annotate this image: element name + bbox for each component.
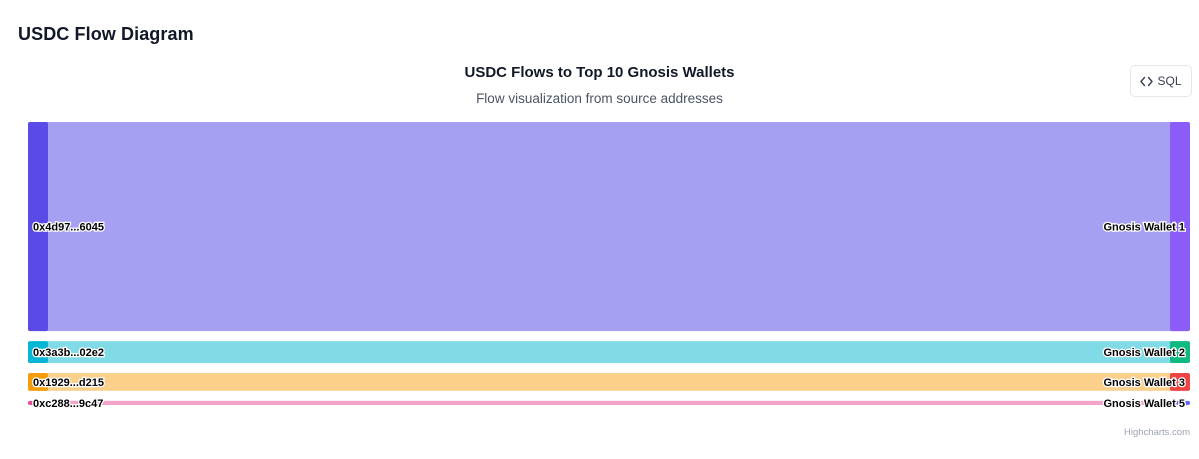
source-node[interactable]: [28, 122, 48, 332]
chart-title: USDC Flows to Top 10 Gnosis Wallets: [464, 64, 735, 81]
flow-link[interactable]: [38, 400, 1180, 405]
page-title: USDC Flow Diagram: [18, 24, 194, 44]
flow-link[interactable]: [38, 122, 1180, 332]
target-node[interactable]: [1170, 122, 1190, 332]
target-node[interactable]: [1170, 400, 1190, 405]
source-node-label[interactable]: 0x1929...d215: [32, 376, 105, 391]
chart-subtitle: Flow visualization from source addresses: [476, 91, 723, 106]
flow-link[interactable]: [38, 373, 1180, 391]
source-node[interactable]: [28, 373, 48, 391]
target-node-label[interactable]: Gnosis Wallet 3: [1102, 376, 1186, 391]
code-icon: [1140, 76, 1154, 87]
source-node-label[interactable]: 0x3a3b...02e2: [32, 346, 105, 361]
source-node[interactable]: [28, 341, 48, 364]
target-node-label[interactable]: Gnosis Wallet 2: [1102, 346, 1186, 361]
target-node[interactable]: [1170, 373, 1190, 391]
chart-credits[interactable]: Highcharts.com: [1124, 427, 1190, 438]
target-node[interactable]: [1170, 341, 1190, 364]
source-node-label[interactable]: 0x4d97...6045: [32, 220, 105, 235]
source-node-label[interactable]: 0xc288...9c47: [32, 397, 105, 412]
target-node-label[interactable]: Gnosis Wallet 5: [1102, 397, 1186, 412]
sql-button[interactable]: SQL: [1130, 65, 1192, 97]
flow-link[interactable]: [38, 341, 1180, 364]
source-node[interactable]: [28, 400, 48, 405]
target-node-label[interactable]: Gnosis Wallet 1: [1102, 220, 1186, 235]
sql-button-label: SQL: [1157, 74, 1182, 88]
